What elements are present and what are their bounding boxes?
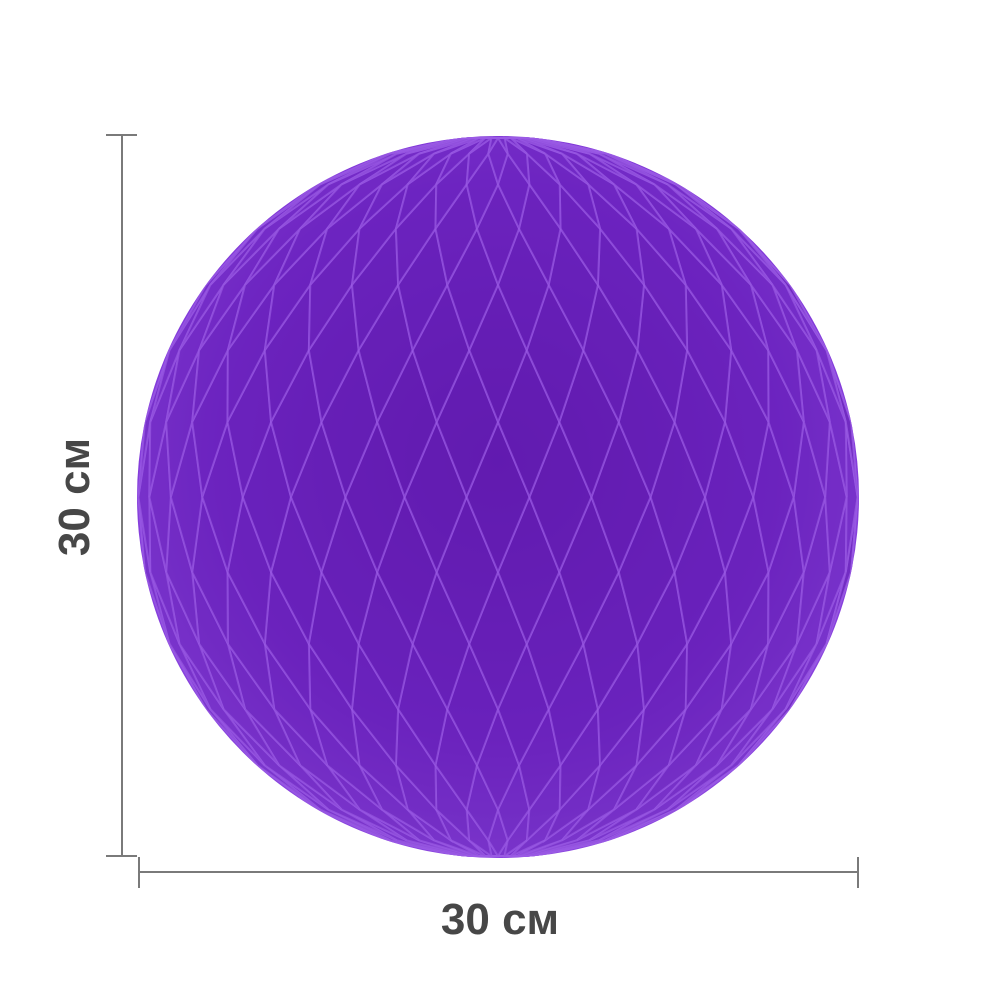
width-dimension-line (138, 857, 859, 888)
honeycomb-cells (137, 136, 859, 858)
width-label: 30 см (440, 895, 560, 944)
honeycomb-cell (460, 136, 610, 155)
height-dimension-line (106, 134, 137, 857)
height-label: 30 см (50, 437, 99, 557)
